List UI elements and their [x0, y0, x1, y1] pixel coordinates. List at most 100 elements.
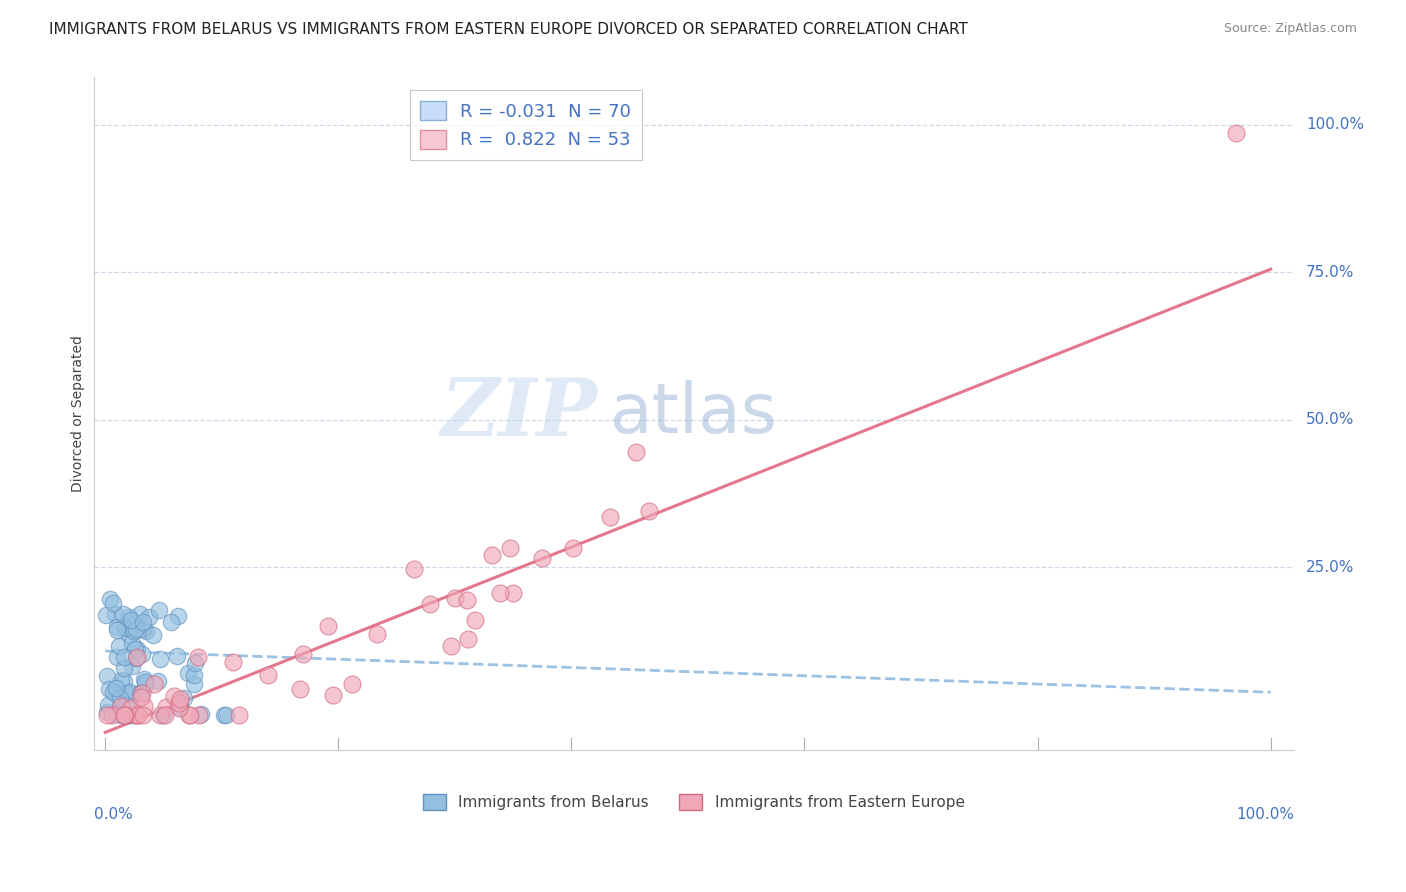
Point [100, 707, 122, 722]
Point [531, 551, 554, 566]
Point [638, 504, 661, 518]
Point [444, 591, 467, 606]
Point [624, 445, 647, 459]
Point [132, 623, 155, 637]
Point [112, 650, 135, 665]
Point [114, 698, 136, 712]
Point [135, 624, 157, 638]
Point [134, 678, 156, 692]
Point [322, 688, 344, 702]
Point [121, 613, 143, 627]
Point [190, 707, 212, 722]
Point [125, 650, 148, 665]
Point [404, 561, 426, 575]
Point [160, 615, 183, 630]
Point [112, 661, 135, 675]
Text: 50.0%: 50.0% [1306, 412, 1354, 427]
Point [110, 707, 132, 722]
Text: atlas: atlas [610, 380, 778, 447]
Point [125, 641, 148, 656]
Point [125, 622, 148, 636]
Point [96, 707, 118, 722]
Point [169, 691, 191, 706]
Point [115, 622, 138, 636]
Point [114, 707, 136, 722]
Point [117, 707, 139, 722]
Point [105, 706, 128, 721]
Point [96, 705, 118, 719]
Point [131, 647, 153, 661]
Point [96, 669, 118, 683]
Point [228, 707, 250, 722]
Point [142, 628, 165, 642]
Text: 0.0%: 0.0% [94, 807, 132, 822]
Point [110, 673, 132, 687]
Point [166, 649, 188, 664]
Point [169, 699, 191, 714]
Point [138, 610, 160, 624]
Point [166, 608, 188, 623]
Point [183, 677, 205, 691]
Point [124, 707, 146, 722]
Point [464, 613, 486, 627]
Point [502, 586, 524, 600]
Point [163, 689, 186, 703]
Point [155, 700, 177, 714]
Point [440, 639, 463, 653]
Text: Source: ZipAtlas.com: Source: ZipAtlas.com [1223, 22, 1357, 36]
Point [112, 673, 135, 688]
Point [148, 674, 170, 689]
Point [97, 698, 120, 712]
Point [118, 628, 141, 642]
Point [187, 649, 209, 664]
Text: ZIP: ZIP [441, 375, 598, 452]
Point [105, 681, 128, 696]
Point [1225, 127, 1247, 141]
Point [108, 691, 131, 706]
Point [108, 698, 131, 713]
Point [122, 686, 145, 700]
Text: 25.0%: 25.0% [1306, 559, 1354, 574]
Point [122, 707, 145, 722]
Point [105, 688, 128, 702]
Point [149, 707, 172, 722]
Point [419, 597, 441, 611]
Point [179, 707, 201, 722]
Point [291, 647, 314, 661]
Point [132, 615, 155, 630]
Point [169, 696, 191, 710]
Text: 100.0%: 100.0% [1306, 117, 1364, 132]
Text: IMMIGRANTS FROM BELARUS VS IMMIGRANTS FROM EASTERN EUROPE DIVORCED OR SEPARATED : IMMIGRANTS FROM BELARUS VS IMMIGRANTS FR… [49, 22, 969, 37]
Point [184, 656, 207, 670]
Point [366, 626, 388, 640]
Point [125, 649, 148, 664]
Point [120, 700, 142, 714]
Point [134, 672, 156, 686]
Point [98, 591, 121, 606]
Point [155, 707, 177, 722]
Point [169, 701, 191, 715]
Point [132, 698, 155, 713]
Point [94, 607, 117, 622]
Point [134, 674, 156, 689]
Point [288, 682, 311, 697]
Point [131, 686, 153, 700]
Point [117, 610, 139, 624]
Point [128, 686, 150, 700]
Point [177, 707, 200, 722]
Point [118, 684, 141, 698]
Point [188, 707, 211, 722]
Point [212, 707, 235, 722]
Point [149, 652, 172, 666]
Point [183, 667, 205, 681]
Point [108, 639, 131, 653]
Point [316, 619, 339, 633]
Text: 75.0%: 75.0% [1306, 265, 1354, 280]
Point [110, 698, 132, 713]
Point [457, 632, 479, 646]
Legend: Immigrants from Belarus, Immigrants from Eastern Europe: Immigrants from Belarus, Immigrants from… [418, 789, 970, 816]
Point [105, 620, 128, 634]
Point [121, 658, 143, 673]
Point [257, 667, 280, 681]
Point [103, 596, 125, 610]
